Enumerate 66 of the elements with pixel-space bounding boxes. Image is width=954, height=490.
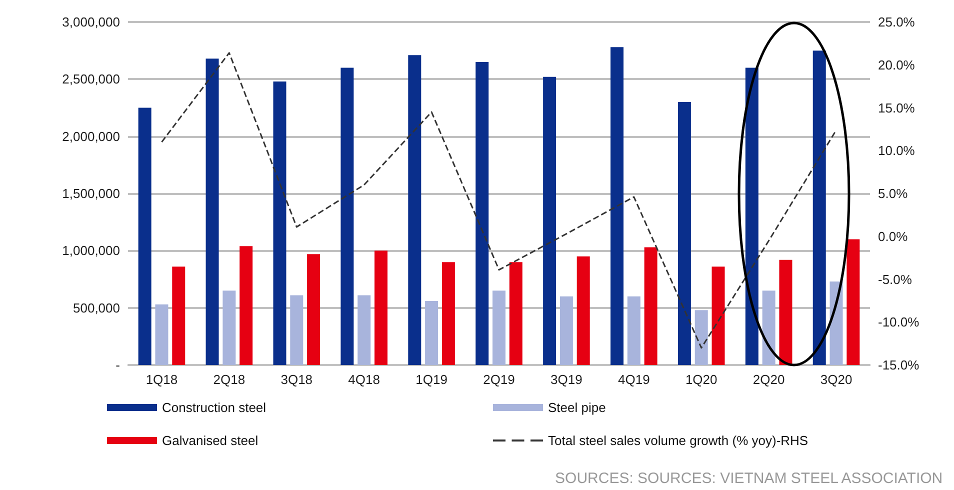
x-tick-label: 2Q20 bbox=[752, 372, 785, 387]
bar bbox=[492, 290, 506, 365]
line-series bbox=[160, 52, 838, 349]
legend-label: Construction steel bbox=[162, 400, 266, 415]
bar bbox=[678, 102, 691, 365]
x-tick-label: 3Q18 bbox=[280, 372, 313, 387]
bar bbox=[425, 300, 438, 365]
y-tick-label: - bbox=[116, 358, 120, 372]
bar bbox=[408, 55, 422, 365]
bar bbox=[155, 304, 168, 365]
bar bbox=[644, 247, 658, 365]
bar bbox=[762, 290, 776, 365]
x-tick-label: 3Q20 bbox=[820, 372, 852, 387]
bar bbox=[779, 260, 792, 365]
y-tick-label: 500,000 bbox=[73, 300, 120, 316]
bar bbox=[290, 295, 304, 365]
y-tick-label: 2,000,000 bbox=[62, 128, 120, 144]
source-note: SOURCES: SOURCES: VIETNAM STEEL ASSOCIATION bbox=[555, 470, 943, 487]
y2-tick-label: 25.0% bbox=[878, 14, 916, 30]
x-tick-label: 2Q19 bbox=[483, 372, 515, 387]
bar bbox=[846, 239, 860, 365]
y2-tick-label: -5.0% bbox=[878, 272, 912, 287]
bar bbox=[172, 266, 186, 365]
bar bbox=[543, 76, 556, 365]
bar bbox=[509, 262, 522, 365]
bar bbox=[712, 266, 725, 365]
legend-label: Total steel sales volume growth (% yoy)-RHS bbox=[548, 433, 808, 448]
y2-tick-label: 0.0% bbox=[878, 228, 908, 244]
legend-label: Galvanised steel bbox=[162, 433, 258, 448]
bar bbox=[830, 282, 843, 365]
x-tick-label: 1Q20 bbox=[685, 372, 718, 387]
bar bbox=[560, 296, 573, 365]
x-tick-label: 1Q18 bbox=[146, 372, 178, 387]
y2-tick-label: 10.0% bbox=[878, 143, 916, 158]
bar bbox=[627, 296, 640, 365]
x-tick-label: 1Q19 bbox=[416, 372, 448, 387]
x-tick-label: 3Q19 bbox=[550, 372, 582, 387]
x-tick-label: 4Q18 bbox=[348, 372, 380, 387]
y2-tick-label: -10.0% bbox=[878, 314, 920, 330]
y2-tick-label: -15.0% bbox=[878, 358, 920, 372]
bar bbox=[442, 262, 455, 365]
bar bbox=[476, 62, 489, 365]
bar bbox=[307, 254, 320, 365]
bar bbox=[576, 256, 590, 365]
y2-tick-label: 15.0% bbox=[878, 100, 916, 116]
bar bbox=[138, 108, 152, 365]
y-tick-label: 1,500,000 bbox=[62, 186, 120, 201]
x-tick-label: 2Q18 bbox=[213, 372, 246, 387]
bar bbox=[610, 47, 624, 365]
x-tick-label: 4Q19 bbox=[618, 372, 650, 387]
bar bbox=[694, 310, 708, 365]
y-tick-label: 1,000,000 bbox=[62, 243, 120, 258]
y2-tick-label: 20.0% bbox=[878, 57, 916, 72]
bar bbox=[374, 250, 388, 365]
bar bbox=[240, 246, 253, 365]
y-tick-label: 3,000,000 bbox=[62, 14, 120, 30]
y-tick-label: 2,500,000 bbox=[62, 72, 120, 87]
bar bbox=[340, 68, 354, 365]
legend-label: Steel pipe bbox=[548, 400, 606, 415]
bar bbox=[273, 81, 286, 365]
bar bbox=[206, 58, 219, 365]
bar bbox=[358, 295, 371, 365]
bar bbox=[745, 68, 758, 365]
y2-tick-label: 5.0% bbox=[878, 186, 908, 201]
bar bbox=[222, 290, 236, 365]
bar bbox=[812, 50, 826, 365]
